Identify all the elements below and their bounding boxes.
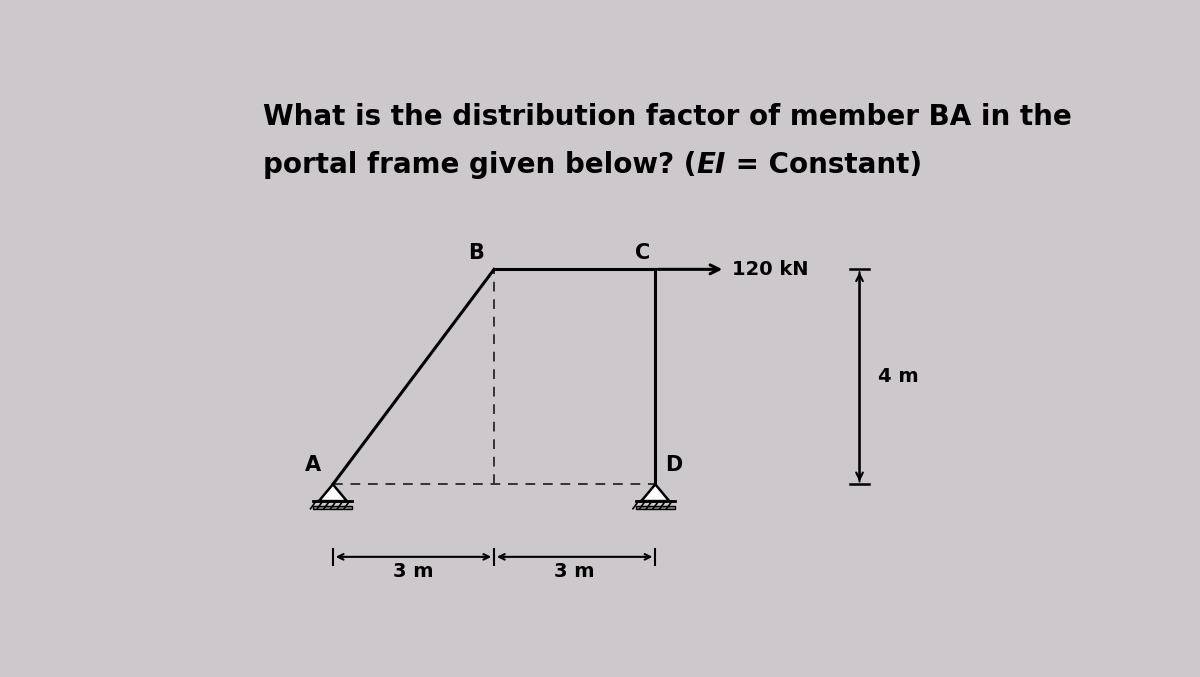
Text: 120 kN: 120 kN xyxy=(732,260,808,279)
Bar xyxy=(313,506,353,510)
Text: B: B xyxy=(468,243,485,263)
Text: D: D xyxy=(665,455,683,475)
Polygon shape xyxy=(641,484,670,501)
Bar xyxy=(636,506,674,510)
Text: 4 m: 4 m xyxy=(878,368,919,387)
Text: = Constant): = Constant) xyxy=(726,151,922,179)
Text: EI: EI xyxy=(696,151,726,179)
Text: portal frame given below? (: portal frame given below? ( xyxy=(263,151,696,179)
Text: 3 m: 3 m xyxy=(554,563,595,582)
Text: C: C xyxy=(635,243,650,263)
Text: What is the distribution factor of member BA in the: What is the distribution factor of membe… xyxy=(263,103,1072,131)
Text: 3 m: 3 m xyxy=(394,563,433,582)
Polygon shape xyxy=(319,484,347,501)
Text: A: A xyxy=(305,455,322,475)
